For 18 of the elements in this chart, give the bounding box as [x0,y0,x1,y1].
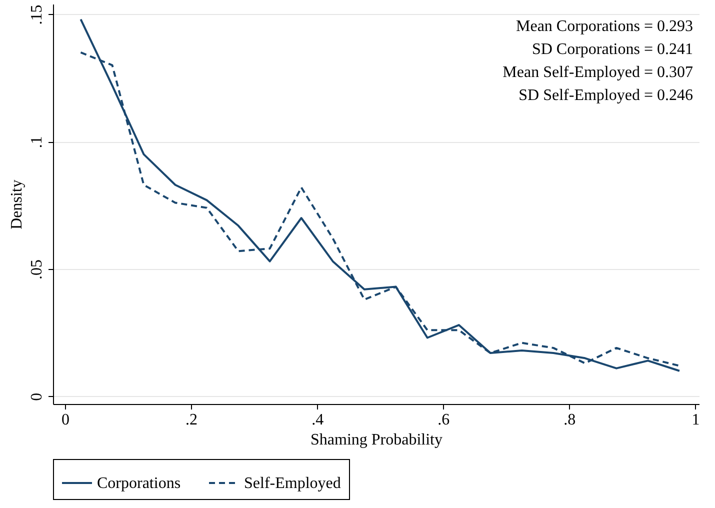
x-tick-label: .2 [186,412,198,428]
x-tick-label: 1 [692,412,700,428]
x-tick-label: .4 [312,412,324,428]
annotation: Mean Self-Employed = 0.307 [502,64,693,81]
annotation: Mean Corporations = 0.293 [516,18,693,35]
x-tick-label: .8 [564,412,576,428]
x-tick-label: .6 [438,412,450,428]
legend-label: Self-Employed [244,475,341,492]
legend-label: Corporations [97,475,181,492]
y-tick-label: 0 [28,392,46,401]
annotation: SD Corporations = 0.241 [532,41,693,58]
annotation: SD Self-Employed = 0.246 [518,87,693,104]
y-tick-label: .15 [28,4,46,25]
y-tick-label: .05 [28,259,46,280]
y-axis-title: Density [8,180,26,230]
x-axis-title: Shaming Probability [310,432,442,448]
y-tick-label: .1 [28,136,46,148]
x-tick-label: 0 [61,412,70,428]
